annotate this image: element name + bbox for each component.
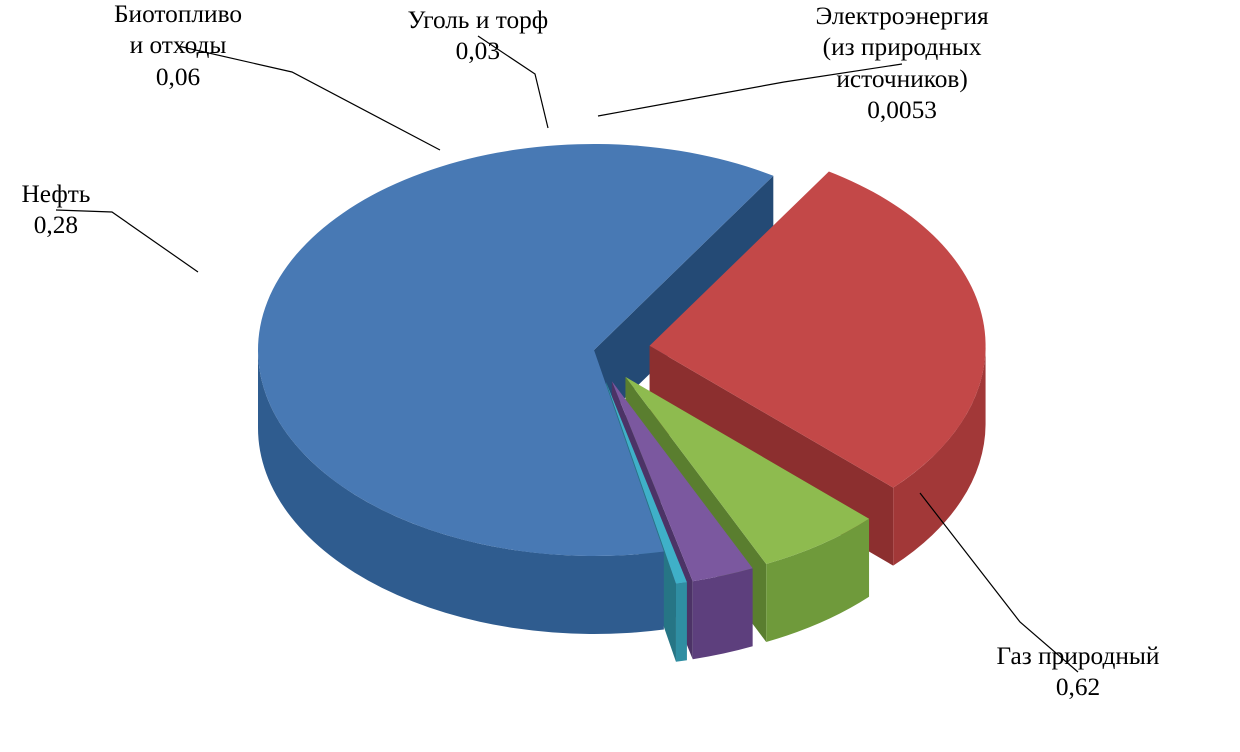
slice-label-coal: Уголь и торф0,03	[408, 5, 549, 68]
slice-label-gas: Газ природный0,62	[997, 641, 1160, 704]
pie-chart-3d: Газ природный0,62 Нефть0,28 Биотопливои от…	[0, 0, 1240, 752]
slice-label-oil-line1: Нефть	[22, 179, 91, 211]
slice-label-bio: Биотопливои отходы0,06	[114, 0, 242, 93]
slice-label-coal-line1: Уголь и торф	[408, 5, 549, 37]
slice-label-gas-line1: Газ природный	[997, 641, 1160, 673]
slice-label-elec-line2: (из природных	[816, 32, 989, 64]
slice-label-bio-line2: и отходы	[114, 30, 242, 62]
slice-label-elec: Электроэнергия(из природныхисточников)0,…	[816, 1, 989, 128]
slice-label-elec-line3: источников)	[816, 64, 989, 96]
slice-label-bio-line1: Биотопливо	[114, 0, 242, 30]
slice-label-elec-line4: 0,0053	[816, 95, 989, 127]
slice-label-gas-line2: 0,62	[997, 672, 1160, 704]
slice-label-oil-line2: 0,28	[22, 210, 91, 242]
slice-label-bio-line3: 0,06	[114, 62, 242, 94]
slice-label-coal-line2: 0,03	[408, 36, 549, 68]
pie-svg	[0, 0, 1240, 752]
slice-label-elec-line1: Электроэнергия	[816, 1, 989, 33]
slice-label-oil: Нефть0,28	[22, 179, 91, 242]
